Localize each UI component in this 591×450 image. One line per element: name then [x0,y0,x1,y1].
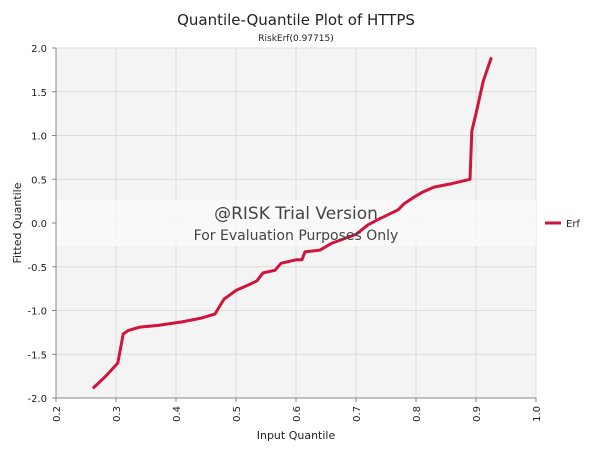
y-tick-label: 0.5 [31,175,47,186]
x-tick-label: 0.5 [232,406,243,422]
x-tick-label: 0.4 [172,406,183,422]
series-layer [92,57,493,389]
x-tick-label: 0.9 [472,406,483,422]
x-tick-label: 0.7 [352,406,363,422]
series-line-erf [92,57,493,389]
y-tick-label: -2.0 [27,394,47,405]
watermark-title: @RISK Trial Version [214,204,378,224]
watermark-band [56,200,536,246]
y-axis-label: Fitted Quantile [11,182,24,263]
legend[interactable]: Erf [545,219,580,230]
y-tick-label: 1.5 [31,88,47,99]
x-tick-label: 0.8 [412,406,423,422]
y-tick-label: 2.0 [31,44,47,55]
x-tick-labels: 0.2 0.3 0.4 0.5 0.6 0.7 0.8 0.9 1.0 [52,398,543,422]
chart-title: Quantile-Quantile Plot of HTTPS [177,11,415,29]
y-tick-label: 0.0 [31,219,47,230]
y-tick-label: 1.0 [31,132,47,143]
x-axis-label: Input Quantile [257,429,336,442]
x-tick-label: 1.0 [532,406,543,422]
chart-subtitle: RiskErf(0.97715) [258,34,333,44]
x-tick-label: 0.3 [112,406,123,422]
y-tick-label: -1.5 [27,350,47,361]
y-tick-label: -1.0 [27,307,47,318]
x-tick-label: 0.6 [292,406,303,422]
y-tick-label: -0.5 [27,263,47,274]
x-tick-label: 0.2 [52,406,63,422]
watermark-subtitle: For Evaluation Purposes Only [194,228,399,244]
legend-label: Erf [566,219,580,230]
y-tick-labels: 2.0 1.5 1.0 0.5 0.0 -0.5 -1.0 -1.5 -2.0 [27,44,56,405]
